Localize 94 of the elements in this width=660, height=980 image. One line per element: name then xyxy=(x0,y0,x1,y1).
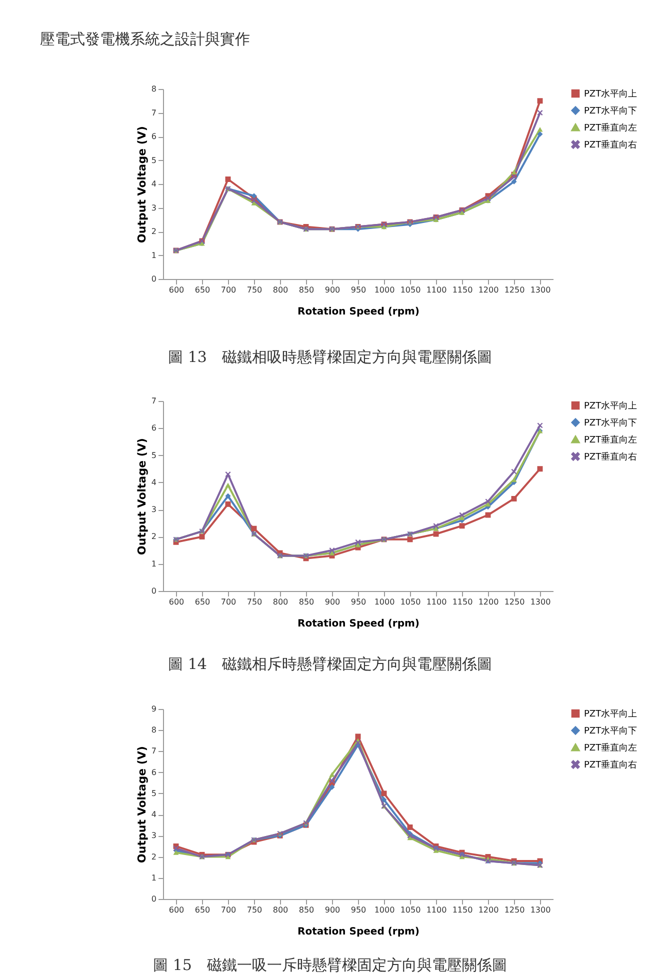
x-tick-label: 900 xyxy=(324,906,340,914)
x-tick-label: 600 xyxy=(168,286,184,294)
x-tick-label: 700 xyxy=(220,906,236,914)
x-tick-label: 1150 xyxy=(452,286,473,294)
caption: 圖 14 磁鐵相斥時懸臂樑固定方向與電壓關係圖 xyxy=(167,655,493,674)
x-axis-title: Rotation Speed (rpm) xyxy=(298,306,420,318)
y-tick-label: 4 xyxy=(151,810,156,820)
x-tick-label: 1050 xyxy=(400,906,421,914)
x-tick-label: 750 xyxy=(246,286,262,294)
y-tick-label: 1 xyxy=(151,559,156,568)
y-tick-label: 1 xyxy=(151,873,156,882)
x-axis-title: Rotation Speed (rpm) xyxy=(298,926,420,938)
y-tick-label: 3 xyxy=(151,505,156,514)
x-tick-label: 950 xyxy=(350,906,366,914)
x-tick-label: 1150 xyxy=(452,906,473,914)
x-tick-label: 1050 xyxy=(400,286,421,294)
x-tick-label: 1200 xyxy=(478,906,499,914)
y-tick-label: 6 xyxy=(151,424,156,433)
y-tick-label: 0 xyxy=(151,274,156,284)
x-tick-label: 600 xyxy=(168,598,184,606)
legend-label: PZT水平向上 xyxy=(584,708,638,720)
x-tick-label: 1050 xyxy=(400,598,421,606)
y-tick-label: 4 xyxy=(151,478,156,487)
x-tick-label: 850 xyxy=(298,598,314,606)
y-axis-title: Output Voltage (V) xyxy=(135,438,148,555)
x-tick-label: 800 xyxy=(272,906,288,914)
x-tick-label: 1150 xyxy=(452,598,473,606)
x-tick-label: 1300 xyxy=(530,598,551,606)
y-tick-label: 5 xyxy=(151,450,156,460)
y-tick-label: 1 xyxy=(151,250,156,260)
x-axis-title: Rotation Speed (rpm) xyxy=(298,618,420,630)
legend-label: PZT水平向上 xyxy=(584,400,638,412)
x-tick-label: 1000 xyxy=(374,598,395,606)
x-tick-label: 1100 xyxy=(426,906,447,914)
x-tick-label: 650 xyxy=(194,286,210,294)
legend-label: PZT水平向下 xyxy=(584,726,638,736)
y-tick-label: 0 xyxy=(151,894,156,904)
x-tick-label: 750 xyxy=(246,598,262,606)
x-tick-label: 1200 xyxy=(478,286,499,294)
legend-label: PZT垂直向左 xyxy=(584,742,638,754)
y-tick-label: 8 xyxy=(151,84,156,94)
x-tick-label: 850 xyxy=(298,286,314,294)
y-tick-label: 7 xyxy=(151,746,156,756)
legend-label: PZT水平向上 xyxy=(584,88,638,100)
y-tick-label: 6 xyxy=(151,768,156,777)
caption: 圖 13 磁鐵相吸時懸臂樑固定方向與電壓關係圖 xyxy=(167,348,493,367)
legend-label: PZT垂直向左 xyxy=(584,434,638,446)
y-tick-label: 2 xyxy=(151,532,156,542)
x-tick-label: 1250 xyxy=(504,906,525,914)
x-tick-label: 1000 xyxy=(374,906,395,914)
x-tick-label: 700 xyxy=(220,286,236,294)
y-tick-label: 5 xyxy=(151,788,156,798)
x-tick-label: 650 xyxy=(194,906,210,914)
y-tick-label: 3 xyxy=(151,203,156,212)
legend-label: PZT垂直向右 xyxy=(584,140,638,150)
x-tick-label: 950 xyxy=(350,598,366,606)
y-axis-title: Output Voltage (V) xyxy=(135,126,148,243)
x-tick-label: 850 xyxy=(298,906,314,914)
x-tick-label: 1300 xyxy=(530,906,551,914)
x-tick-label: 1300 xyxy=(530,286,551,294)
y-tick-label: 4 xyxy=(151,180,156,188)
x-tick-label: 900 xyxy=(324,286,340,294)
x-tick-label: 950 xyxy=(350,286,366,294)
legend-label: PZT垂直向右 xyxy=(584,760,638,770)
y-tick-label: 8 xyxy=(151,726,156,735)
x-tick-label: 1250 xyxy=(504,598,525,606)
x-tick-label: 1200 xyxy=(478,598,499,606)
y-tick-label: 9 xyxy=(151,704,156,714)
y-axis-title: Output Voltage (V) xyxy=(135,746,148,863)
y-tick-label: 7 xyxy=(151,108,156,118)
y-tick-label: 2 xyxy=(151,852,156,862)
x-tick-label: 1000 xyxy=(374,286,395,294)
legend-label: PZT水平向下 xyxy=(584,106,638,116)
y-tick-label: 5 xyxy=(151,156,156,165)
y-tick-label: 0 xyxy=(151,586,156,596)
x-tick-label: 750 xyxy=(246,906,262,914)
caption: 圖 15 磁鐵一吸一斥時懸臂樑固定方向與電壓關係圖 xyxy=(152,956,508,975)
x-tick-label: 600 xyxy=(168,906,184,914)
x-tick-label: 1100 xyxy=(426,598,447,606)
legend-label: PZT垂直向右 xyxy=(584,452,638,462)
x-tick-label: 800 xyxy=(272,286,288,294)
x-tick-label: 650 xyxy=(194,598,210,606)
y-tick-label: 6 xyxy=(151,132,156,141)
x-tick-label: 700 xyxy=(220,598,236,606)
x-tick-label: 1250 xyxy=(504,286,525,294)
x-tick-label: 900 xyxy=(324,598,340,606)
y-tick-label: 2 xyxy=(151,227,156,236)
x-tick-label: 800 xyxy=(272,598,288,606)
y-tick-label: 7 xyxy=(151,396,156,406)
chart-title: 壓電式發電機系統之設計與實作 xyxy=(40,30,250,49)
legend-label: PZT垂直向左 xyxy=(584,122,638,134)
legend-label: PZT水平向下 xyxy=(584,418,638,428)
x-tick-label: 1100 xyxy=(426,286,447,294)
y-tick-label: 3 xyxy=(151,831,156,840)
